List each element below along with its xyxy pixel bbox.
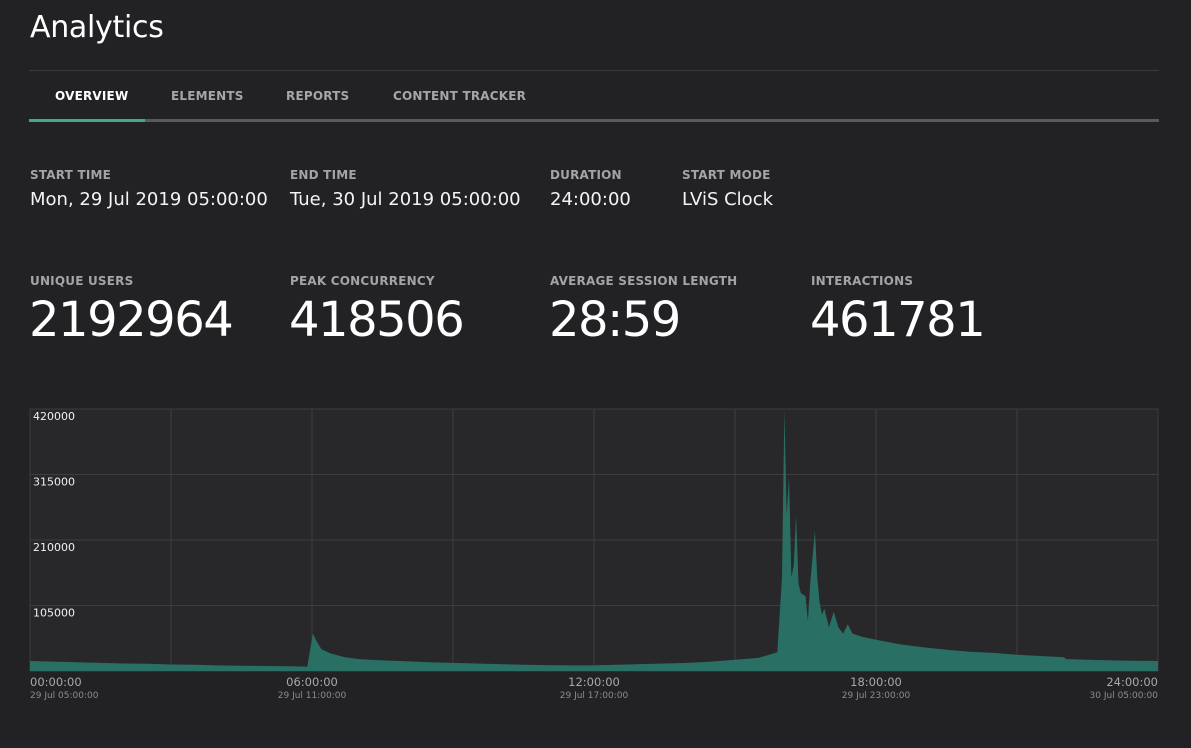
x-tick-sublabel: 29 Jul 17:00:00 — [560, 691, 629, 701]
y-tick-label: 420000 — [33, 410, 75, 423]
x-tick-label: 00:00:00 — [30, 675, 82, 689]
peak-concurrency-value: 418506 — [289, 292, 465, 348]
end-time-label: END TIME — [290, 168, 357, 182]
avg-session-value: 28:59 — [549, 292, 681, 348]
x-tick-label: 06:00:00 — [286, 675, 338, 689]
x-tick-sublabel: 29 Jul 23:00:00 — [842, 691, 911, 701]
active-tab-indicator — [29, 119, 145, 122]
page-title: Analytics — [30, 10, 164, 45]
x-tick-sublabel: 29 Jul 05:00:00 — [30, 691, 99, 701]
tab-reports[interactable]: REPORTS — [286, 89, 350, 103]
start-mode-label: START MODE — [682, 168, 771, 182]
y-tick-label: 105000 — [33, 607, 75, 620]
unique-users-label: UNIQUE USERS — [30, 274, 134, 288]
start-time-label: START TIME — [30, 168, 112, 182]
tab-bar: OVERVIEW ELEMENTS REPORTS CONTENT TRACKE… — [29, 72, 1159, 122]
tab-track — [29, 119, 1159, 122]
title-divider — [29, 70, 1159, 71]
avg-session-label: AVERAGE SESSION LENGTH — [550, 274, 738, 288]
start-time-value: Mon, 29 Jul 2019 05:00:00 — [30, 189, 268, 210]
x-tick-sublabel: 30 Jul 05:00:00 — [1090, 691, 1159, 701]
interactions-label: INTERACTIONS — [811, 274, 914, 288]
duration-label: DURATION — [550, 168, 622, 182]
x-tick-sublabel: 29 Jul 11:00:00 — [278, 691, 347, 701]
x-tick-label: 24:00:00 — [1106, 675, 1158, 689]
duration-value: 24:00:00 — [550, 189, 631, 210]
tab-elements[interactable]: ELEMENTS — [171, 89, 244, 103]
unique-users-value: 2192964 — [29, 292, 234, 348]
x-tick-label: 18:00:00 — [850, 675, 902, 689]
peak-concurrency-label: PEAK CONCURRENCY — [290, 274, 435, 288]
tab-overview[interactable]: OVERVIEW — [55, 89, 129, 103]
tab-content-tracker[interactable]: CONTENT TRACKER — [393, 89, 527, 103]
y-tick-label: 315000 — [33, 476, 75, 489]
end-time-value: Tue, 30 Jul 2019 05:00:00 — [290, 189, 521, 210]
y-tick-label: 210000 — [33, 541, 75, 554]
x-tick-label: 12:00:00 — [568, 675, 620, 689]
start-mode-value: LViS Clock — [682, 189, 774, 210]
interactions-value: 461781 — [810, 292, 986, 348]
